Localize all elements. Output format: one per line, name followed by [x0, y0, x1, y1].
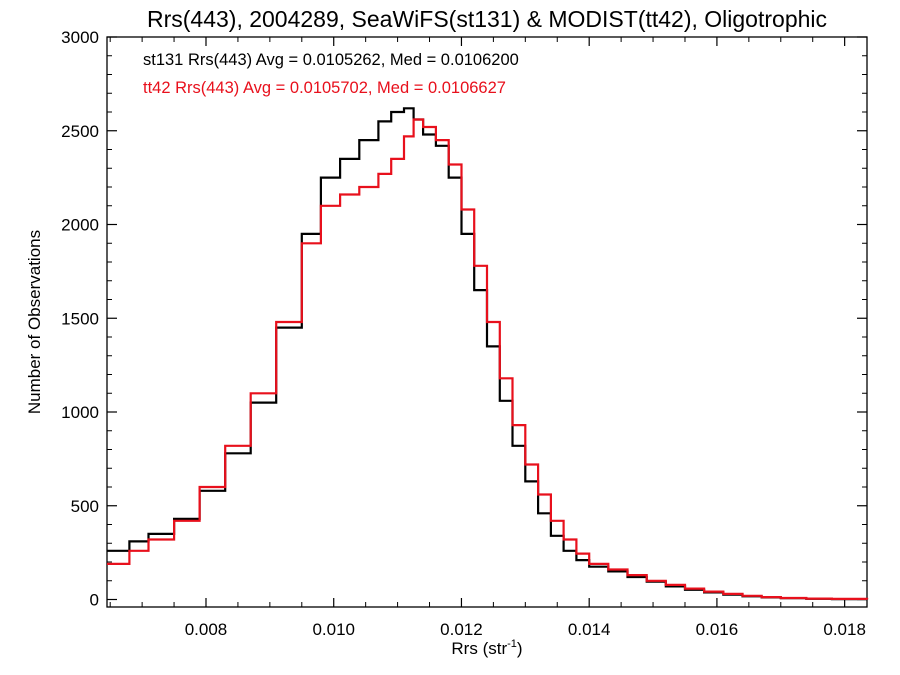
- x-tick-label: 0.010: [312, 620, 355, 639]
- x-tick-label: 0.012: [440, 620, 483, 639]
- y-axis-ticks: 0 500 1000 1500 2000 2500 3000: [61, 28, 867, 610]
- y-tick-label: 2500: [61, 122, 99, 141]
- x-axis-ticks: 0.008 0.010 0.012 0.014 0.016 0.018: [109, 37, 866, 639]
- annotation-tt42: tt42 Rrs(443) Avg = 0.0105702, Med = 0.0…: [143, 79, 506, 97]
- x-axis-label-main: Rrs (str: [451, 639, 507, 658]
- series-line-tt42: [107, 118, 869, 600]
- y-tick-label: 500: [71, 497, 99, 516]
- x-axis-label-suffix: ): [517, 639, 523, 658]
- plot-frame: [106, 36, 868, 608]
- x-tick-label: 0.008: [185, 620, 228, 639]
- y-axis-label: Number of Observations: [25, 230, 44, 414]
- series-layer: [107, 107, 869, 601]
- y-tick-label: 1500: [61, 309, 99, 328]
- y-tick-label: 2000: [61, 216, 99, 235]
- x-axis-label: Rrs (str-1): [451, 638, 522, 658]
- y-tick-label: 1000: [61, 403, 99, 422]
- x-axis-label-superscript: -1: [507, 638, 517, 650]
- chart-title: Rrs(443), 2004289, SeaWiFS(st131) & MODI…: [147, 6, 827, 32]
- annotation-st131: st131 Rrs(443) Avg = 0.0105262, Med = 0.…: [143, 51, 519, 69]
- y-tick-label: 0: [90, 591, 99, 610]
- x-tick-label: 0.016: [696, 620, 739, 639]
- x-tick-label: 0.018: [823, 620, 866, 639]
- series-line-st131: [107, 107, 869, 601]
- x-tick-label: 0.014: [568, 620, 611, 639]
- y-tick-label: 3000: [61, 28, 99, 47]
